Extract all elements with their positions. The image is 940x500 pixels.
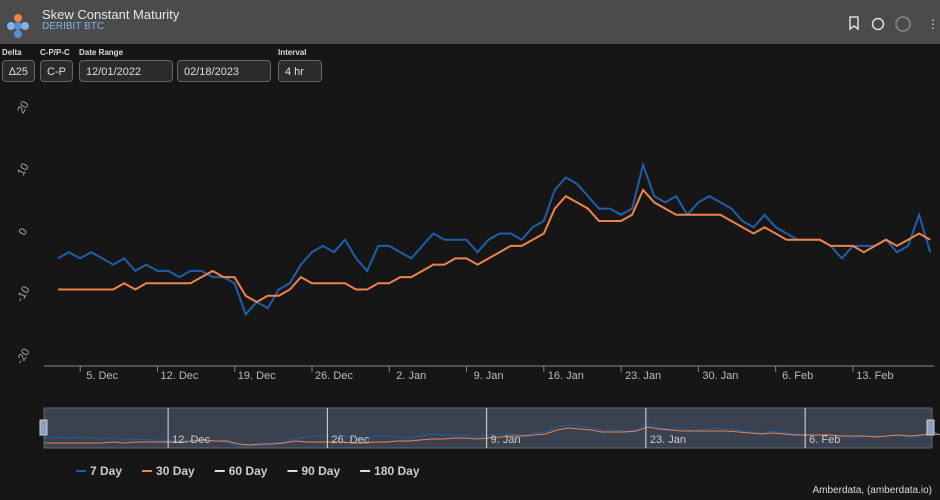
svg-text:⋮: ⋮	[927, 17, 935, 31]
title: Skew Constant Maturity	[42, 7, 180, 22]
logo	[7, 14, 29, 38]
control: 02/18/2023	[177, 48, 271, 82]
legend-label: 30 Day	[156, 464, 195, 478]
legend-label: 7 Day	[90, 464, 122, 478]
header: Skew Constant Maturity DERIBIT BTC ⋮	[0, 0, 940, 44]
x-tick-label: 5. Dec	[86, 370, 118, 382]
x-tick-label: 16. Jan	[548, 370, 584, 382]
input[interactable]: ∆25	[2, 60, 35, 82]
y-tick-label: -20	[14, 347, 32, 367]
x-tick-label: 12. Dec	[160, 370, 198, 382]
x-tick-label: 23. Jan	[625, 370, 661, 382]
control: C-P/P-C C-P	[40, 48, 73, 82]
y-tick-label: 10	[15, 161, 32, 178]
plot-bg	[44, 100, 934, 366]
label: Interval	[278, 48, 307, 57]
x-tick-label: 2. Jan	[396, 370, 426, 382]
navigator	[43, 407, 933, 449]
navigator-tick-label: 6. Feb	[809, 434, 840, 446]
series-line	[57, 161, 932, 317]
input[interactable]: 4 hr	[278, 60, 322, 82]
credit: Amberdata, (amberdata.io)	[812, 485, 932, 496]
series-line	[58, 188, 931, 304]
control: Date Range 12/01/2022	[79, 48, 173, 82]
x-tick-label: 9. Jan	[474, 370, 504, 382]
navigator-handle	[39, 419, 48, 436]
control: Delta ∆25	[2, 48, 35, 82]
control: Interval 4 hr	[278, 48, 322, 82]
input[interactable]: 12/01/2022	[79, 60, 173, 82]
x-tick-label: 19. Dec	[238, 370, 276, 382]
navigator-tick-label: 23. Jan	[650, 434, 686, 446]
series-line	[45, 426, 940, 446]
legend-label: 90 Day	[301, 464, 340, 478]
y-tick-label: 0	[17, 226, 30, 237]
y-tick-label: -10	[14, 284, 32, 304]
x-tick-label: 13. Feb	[856, 370, 893, 382]
label: Date Range	[79, 48, 124, 57]
series-line	[44, 422, 940, 448]
legend-label: 60 Day	[229, 464, 268, 478]
y-tick-label: 20	[15, 99, 32, 116]
input[interactable]: 02/18/2023	[177, 60, 271, 82]
navigator-handle	[926, 419, 935, 436]
x-tick-label: 26. Dec	[315, 370, 353, 382]
label: Delta	[2, 48, 22, 57]
navigator-tick-label: 12. Dec	[172, 434, 210, 446]
navigator-tick-label: 26. Dec	[331, 434, 369, 446]
x-tick-label: 6. Feb	[782, 370, 813, 382]
navigator-tick-label: 9. Jan	[491, 434, 521, 446]
input[interactable]: C-P	[40, 60, 73, 82]
x-tick-label: 30. Jan	[702, 370, 738, 382]
legend-label: 180 Day	[374, 464, 420, 478]
toolbar[interactable]: ⋮	[845, 0, 935, 44]
label: C-P/P-C	[40, 48, 70, 57]
subtitle: DERIBIT BTC	[42, 21, 105, 32]
